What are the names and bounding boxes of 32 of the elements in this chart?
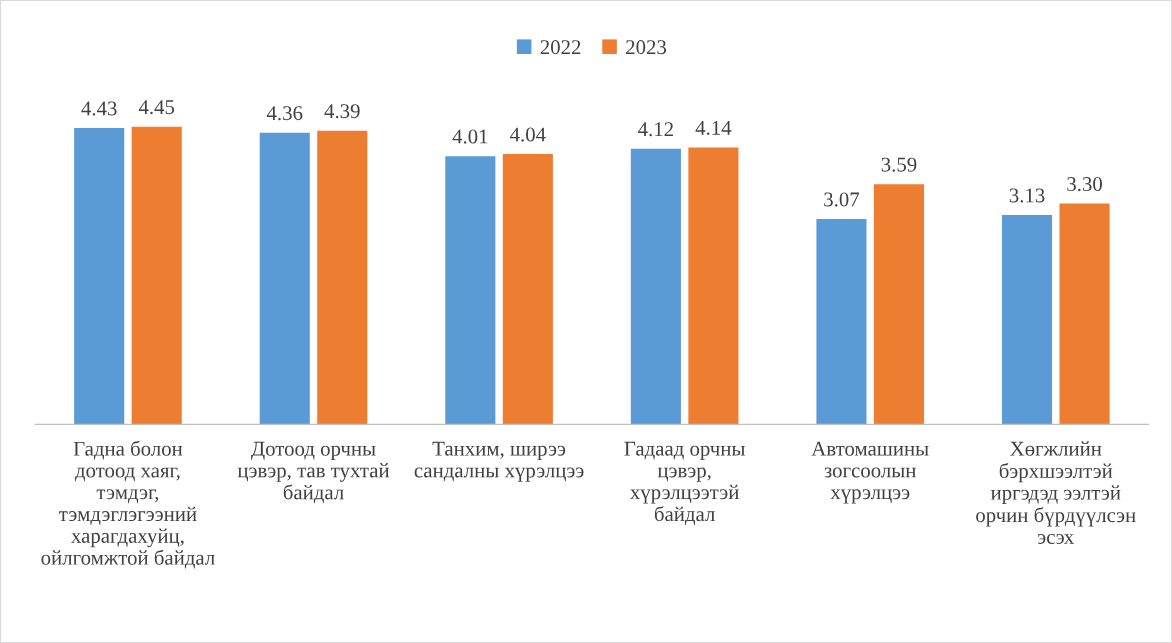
x-tick-label: Гадна болон дотоод хаяг, тэмдэг, тэмдэглэгээний харагдахуйц, ойлгомжтой байдал	[41, 440, 215, 569]
bar	[688, 147, 739, 425]
data-label: 4.43	[81, 101, 117, 116]
bar	[259, 132, 310, 425]
legend-label: 2023	[626, 40, 667, 55]
bar	[630, 148, 681, 425]
bar	[74, 128, 125, 425]
x-tick-label: Танхим, ширээ сандалны хүрэлцээ	[414, 441, 584, 482]
bar	[445, 156, 496, 425]
x-tick-label: Дотоод орчны цэвэр, тав тухтай байдал	[237, 441, 390, 504]
bar	[317, 130, 368, 425]
bar	[1059, 203, 1110, 425]
data-label: 4.36	[266, 106, 303, 121]
data-label: 3.13	[1009, 188, 1045, 203]
bar	[873, 184, 925, 425]
bar	[502, 154, 553, 425]
x-tick-label: Хөгжлийн бэрхшээлтэй иргэдэд ээлтэй орчин бүрдүүлсэн эсэх	[976, 441, 1136, 544]
legend-label: 2022	[540, 40, 581, 55]
x-tick-label: Автомашины зогсоолын хүрэлцээ	[811, 441, 929, 504]
data-label: 3.07	[824, 192, 860, 207]
bar	[816, 219, 867, 425]
data-label: 4.39	[324, 104, 360, 119]
data-label: 4.12	[638, 122, 673, 137]
data-label: 4.01	[452, 129, 488, 144]
data-label: 4.45	[138, 100, 175, 115]
data-label: 4.14	[695, 120, 732, 135]
data-label: 4.04	[510, 127, 546, 142]
x-tick-label: Гадаад орчны цэвэр, хүрэлцээтэй байдал	[624, 441, 745, 525]
bar	[131, 126, 182, 425]
bar	[1001, 215, 1053, 425]
data-label: 3.30	[1067, 177, 1102, 192]
data-label: 3.59	[881, 157, 917, 172]
